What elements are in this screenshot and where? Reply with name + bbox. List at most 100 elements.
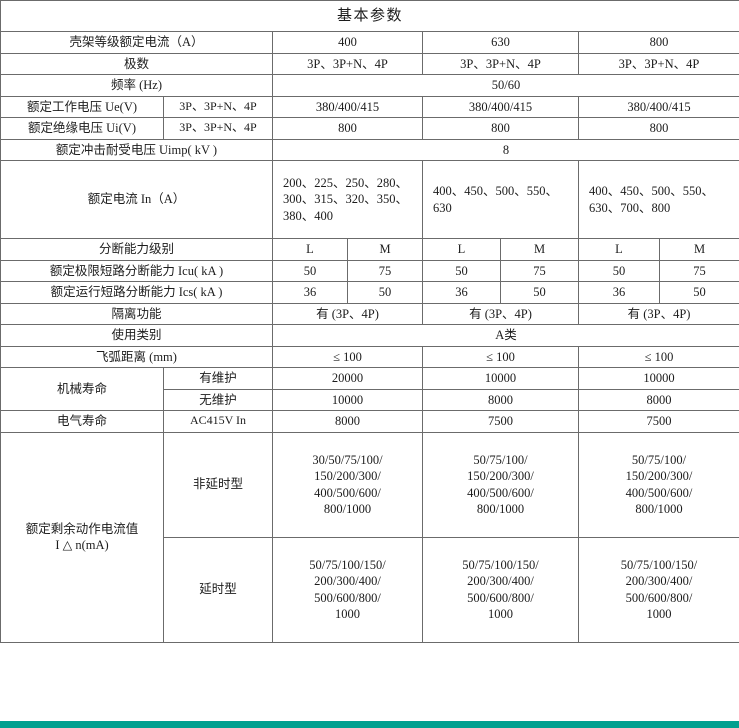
table-row: 壳架等级额定电流（A） 400 630 800 [0,31,739,54]
row-label-arc-distance: 飞弧距离 (mm) [0,345,273,368]
cell-breaking-class-400-l: L [272,238,348,261]
row-label-rated-current: 额定电流 In（A） [0,160,273,239]
row-label-residual-current: 额定剩余动作电流值 I △ n(mA) [0,431,164,643]
row-label-ui: 额定绝缘电压 Ui(V) [0,117,164,140]
cell-breaking-class-800-l: L [578,238,660,261]
row-label-usage-category: 使用类别 [0,324,273,347]
table-row: 额定电流 In（A） 200、225、250、280、300、315、320、3… [0,160,739,239]
row-label-frequency: 频率 (Hz) [0,74,273,97]
cell-elec-life-630: 7500 [422,410,579,433]
row-label-mechanical-life: 机械寿命 [0,367,164,411]
row-label-electrical-life: 电气寿命 [0,410,164,433]
table-row: 额定运行短路分断能力 Ics( kA ) 36 50 36 50 36 50 [0,281,739,304]
row-label-uimp: 额定冲击耐受电压 Uimp( kV ) [0,138,273,161]
cell-poles-800: 3P、3P+N、4P [577,52,739,75]
cell-rated-current-400: 200、225、250、280、300、315、320、350、380、400 [272,160,423,239]
table-row: 无维护 10000 8000 8000 [1,388,739,411]
table-row: 隔离功能 有 (3P、4P) 有 (3P、4P) 有 (3P、4P) [0,302,739,325]
row-sublabel-without-maintenance: 无维护 [163,388,273,411]
table-row: 额定冲击耐受电压 Uimp( kV ) 8 [0,138,739,161]
cell-icu-400-m: 75 [347,259,423,282]
cell-ue-630: 380/400/415 [422,95,579,118]
cell-ics-800-m: 50 [658,281,739,304]
table-title-row: 基本参数 [0,0,739,32]
cell-ics-630-l: 36 [422,281,501,304]
cell-frequency-value: 50/60 [271,74,739,97]
cell-frame-rating-630: 630 [422,31,579,54]
cell-nondelay-630: 50/75/100/ 150/200/300/ 400/500/600/ 800… [422,431,579,538]
cell-delay-400: 50/75/100/150/ 200/300/400/ 500/600/800/… [272,536,423,643]
row-sublabel-with-maintenance: 有维护 [163,367,273,390]
residual-label-line1: 额定剩余动作电流值 [25,521,139,536]
cell-ui-630: 800 [422,117,579,140]
cell-ics-400-m: 50 [347,281,423,304]
cell-ue-400: 380/400/415 [272,95,423,118]
cell-uimp-value: 8 [271,138,739,161]
cell-ui-400: 800 [272,117,423,140]
cell-ui-800: 800 [577,117,739,140]
table-row: 额定绝缘电压 Ui(V) 3P、3P+N、4P 800 800 800 [0,117,739,140]
cell-rated-current-630: 400、450、500、550、630 [422,160,579,239]
cell-delay-800: 50/75/100/150/ 200/300/400/ 500/600/800/… [577,536,739,643]
cell-mech-nomaint-630: 8000 [422,388,579,411]
table-row: 飞弧距离 (mm) ≤ 100 ≤ 100 ≤ 100 [0,345,739,368]
cell-elec-life-800: 7500 [577,410,739,433]
cell-frame-rating-400: 400 [272,31,423,54]
cell-icu-400-l: 50 [272,259,348,282]
cell-ics-630-m: 50 [500,281,579,304]
cell-icu-800-m: 75 [658,259,739,282]
cell-mech-maint-400: 20000 [272,367,423,390]
cell-icu-630-m: 75 [500,259,579,282]
cell-nondelay-800: 50/75/100/ 150/200/300/ 400/500/600/ 800… [577,431,739,538]
cell-nondelay-400: 30/50/75/100/ 150/200/300/ 400/500/600/ … [272,431,423,538]
cell-icu-630-l: 50 [422,259,501,282]
cell-elec-life-400: 8000 [272,410,423,433]
table-row: 电气寿命 AC415V In 8000 7500 7500 [0,410,739,433]
cell-arc-distance-400: ≤ 100 [272,345,423,368]
row-label-ics: 额定运行短路分断能力 Ics( kA ) [0,281,273,304]
cell-isolation-630: 有 (3P、4P) [422,302,579,325]
table-row: 额定极限短路分断能力 Icu( kA ) 50 75 50 75 50 75 [0,259,739,282]
row-label-icu: 额定极限短路分断能力 Icu( kA ) [0,259,273,282]
residual-label-line2: I △ n(mA) [55,538,109,552]
table-row: 额定剩余动作电流值 I △ n(mA) 非延时型 30/50/75/100/ 1… [0,431,739,643]
cell-ics-800-l: 36 [578,281,660,304]
page-title: 基本参数 [0,0,739,32]
row-sublabel-delay-type: 延时型 [163,536,273,643]
cell-icu-800-l: 50 [578,259,660,282]
row-sublabel-ac415v-in: AC415V In [163,410,273,433]
table-row: 分断能力级别 L M L M L M [0,238,739,261]
table-row: 极数 3P、3P+N、4P 3P、3P+N、4P 3P、3P+N、4P [0,52,739,75]
row-label-breaking-class: 分断能力级别 [0,238,273,261]
cell-delay-630: 50/75/100/150/ 200/300/400/ 500/600/800/… [422,536,579,643]
table-row: 使用类别 A类 [0,324,739,347]
table-row: 机械寿命 有维护 20000 10000 10000 [0,367,739,411]
cell-breaking-class-630-l: L [422,238,501,261]
table-row: 延时型 50/75/100/150/ 200/300/400/ 500/600/… [1,536,739,643]
row-label-isolation: 隔离功能 [0,302,273,325]
cell-arc-distance-800: ≤ 100 [577,345,739,368]
footer-accent-bar [0,721,739,728]
row-label-frame-rating: 壳架等级额定电流（A） [0,31,273,54]
cell-mech-maint-800: 10000 [577,367,739,390]
cell-isolation-400: 有 (3P、4P) [272,302,423,325]
cell-isolation-800: 有 (3P、4P) [577,302,739,325]
table-row: 频率 (Hz) 50/60 [0,74,739,97]
cell-arc-distance-630: ≤ 100 [422,345,579,368]
cell-ics-400-l: 36 [272,281,348,304]
cell-breaking-class-630-m: M [500,238,579,261]
table-row: 额定工作电压 Ue(V) 3P、3P+N、4P 380/400/415 380/… [0,95,739,118]
cell-poles-630: 3P、3P+N、4P [422,52,579,75]
cell-mech-maint-630: 10000 [422,367,579,390]
row-label-ue: 额定工作电压 Ue(V) [0,95,164,118]
cell-usage-category-value: A类 [271,324,739,347]
row-label-poles: 极数 [0,52,273,75]
cell-rated-current-800: 400、450、500、550、630、700、800 [577,160,739,239]
basic-parameters-table: 基本参数 壳架等级额定电流（A） 400 630 800 极数 3P、3P+N、… [0,0,739,643]
row-sublabel-non-delay-type: 非延时型 [163,431,273,538]
cell-ue-800: 380/400/415 [577,95,739,118]
cell-breaking-class-400-m: M [347,238,423,261]
row-sublabel-ui-poles: 3P、3P+N、4P [163,117,273,140]
cell-breaking-class-800-m: M [658,238,739,261]
